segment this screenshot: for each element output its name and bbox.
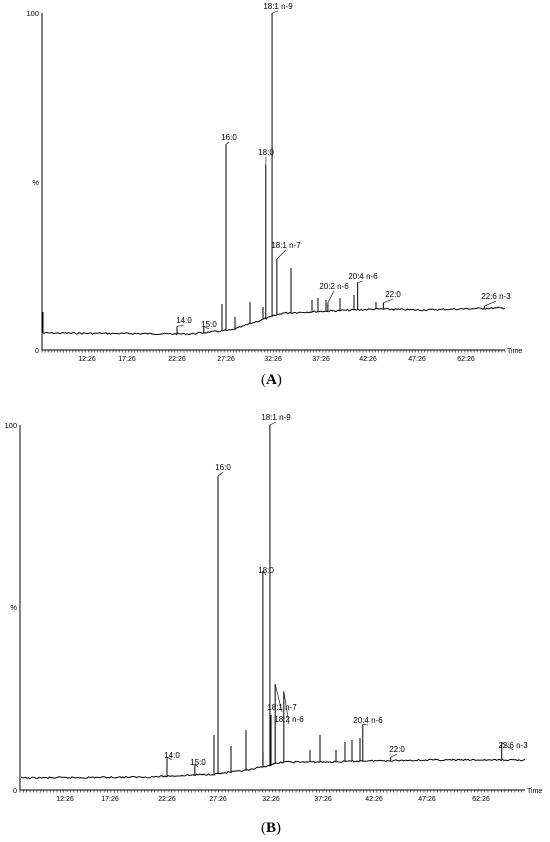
peak-20-4-n-6: 20:4 n-6 (348, 272, 378, 310)
x-tick-label: 37:26 (314, 796, 332, 803)
peak-15-0: 15:0 (190, 758, 206, 775)
panel-caption-a: (A) (261, 372, 282, 388)
x-tick-label: 62:26 (457, 356, 475, 363)
peak-label: 18:1 n-9 (263, 2, 293, 11)
peak-leader-line (262, 570, 267, 576)
peak-label: 18:1 n-7 (267, 703, 297, 712)
panel-caption-b-letter: B (266, 820, 277, 836)
x-tick-label: 42:26 (365, 796, 383, 803)
y-tick-label: 0 (35, 346, 39, 355)
x-tick-label: 22:26 (168, 356, 186, 363)
x-tick-label: 47:26 (418, 796, 436, 803)
x-axis-label: Time (527, 788, 542, 795)
x-tick-label: 22:26 (158, 796, 176, 803)
chart-panel-a: 100% 0 12:26 17:26 22:26 27:26 32:26 37:26 42:26… (26, 2, 522, 363)
peak-label: 18:2 n-6 (274, 715, 304, 724)
peak-leader-line (383, 298, 394, 304)
peak-22-6-n-3: 22:6 n-3 (481, 292, 511, 309)
peak-14-0: 14:0 (164, 751, 180, 777)
panel-caption-a-letter: A (266, 372, 277, 388)
peak-label: 22:6 n-3 (481, 292, 511, 301)
peak-label: 14:0 (164, 751, 180, 760)
peak-15-0: 15:0 (201, 320, 217, 333)
peak-22-6-n-3: 22:6 n-3 (498, 741, 528, 760)
peak-label: 15:0 (201, 320, 217, 329)
peak-label: 20:4 n-6 (353, 716, 383, 725)
x-tick-label: 12:26 (56, 796, 74, 803)
peak-label: 22:0 (389, 745, 405, 754)
x-tick-label: 32:26 (262, 796, 280, 803)
x-axis-label: Time (507, 348, 522, 355)
y-tick-label: 100 (26, 9, 39, 18)
peak-18-2-n-6: 18:2 n-6 (274, 691, 304, 762)
x-tick-label: 27:26 (209, 796, 227, 803)
peak-leader-line (362, 724, 369, 726)
peak-leader-line (203, 326, 210, 330)
peak-label: 18:0 (258, 148, 274, 157)
peak-leader-line (271, 10, 279, 14)
peak-20-4-n-6: 20:4 n-6 (353, 716, 383, 761)
peak-leader-line (225, 141, 230, 145)
x-tick-label: 37:26 (312, 356, 330, 363)
peak-18-1-n-7: 18:1 n-7 (267, 684, 297, 764)
peak-leader-line (484, 300, 497, 307)
peak-leader-line (501, 742, 514, 751)
peak-label: 22:0 (385, 290, 401, 299)
peak-18-1-n-9: 18:1 n-9 (263, 2, 293, 317)
peak-label: 22:6 n-3 (498, 741, 528, 750)
x-tick-label: 42:26 (359, 356, 377, 363)
peak-leader-line (276, 249, 287, 260)
peak-label: 15:0 (190, 758, 206, 767)
peak-14-0: 14:0 (176, 316, 192, 334)
peak-leader-line (274, 684, 283, 713)
peak-leader-line (217, 471, 224, 477)
x-tick-label: 17:26 (101, 796, 119, 803)
peak-label: 20:4 n-6 (348, 272, 378, 281)
peak-label: 14:0 (176, 316, 192, 325)
x-tick-label: 17:26 (118, 356, 136, 363)
y-tick-label: 100 (4, 421, 17, 430)
x-tick-label: 32:26 (264, 356, 282, 363)
peak-label: 18:1 n-7 (271, 241, 301, 250)
peak-20-2-n-6: 20:2 n-6 (319, 282, 349, 312)
peak-label: 18:1 n-9 (261, 413, 291, 422)
peak-leader-line (194, 764, 199, 768)
baseline-trace (42, 306, 506, 336)
x-tick-label: 27:26 (217, 356, 235, 363)
peak-leader-line (176, 324, 185, 327)
peak-16-0: 16:0 (215, 463, 231, 774)
peak-label: 16:0 (215, 463, 231, 472)
peak-18-1-n-9: 18:1 n-9 (261, 413, 291, 766)
y-axis-label: % (32, 178, 39, 187)
x-tick-label: 47:26 (408, 356, 426, 363)
peak-leader-line (390, 753, 398, 758)
x-tick-label: 62:26 (472, 796, 490, 803)
baseline-trace (20, 758, 526, 780)
peak-18-1-n-7: 18:1 n-7 (271, 241, 301, 315)
peak-22-0: 22:0 (382, 290, 401, 310)
y-tick-label: 0 (13, 786, 17, 795)
peak-label: 16:0 (221, 133, 237, 142)
chart-panel-b: 100% 0 12:26 17:26 22:26 27:26 32:26 37:26 42:26… (4, 413, 542, 803)
x-tick-label: 12:26 (78, 356, 96, 363)
peak-leader-line (269, 421, 277, 426)
panel-caption-b: (B) (261, 820, 282, 836)
peak-leader-line (357, 280, 364, 283)
peak-16-0: 16:0 (221, 133, 237, 331)
peak-18-0: 18:0 (258, 566, 274, 767)
peak-leader-line (166, 756, 173, 761)
peak-22-0: 22:0 (389, 745, 405, 761)
peak-leader-line (327, 290, 335, 303)
y-axis-label: % (10, 603, 17, 612)
peak-18-0: 18:0 (258, 148, 274, 319)
peak-label: 20:2 n-6 (319, 282, 349, 291)
peak-leader-line (283, 691, 290, 725)
peak-label: 18:0 (258, 566, 274, 575)
